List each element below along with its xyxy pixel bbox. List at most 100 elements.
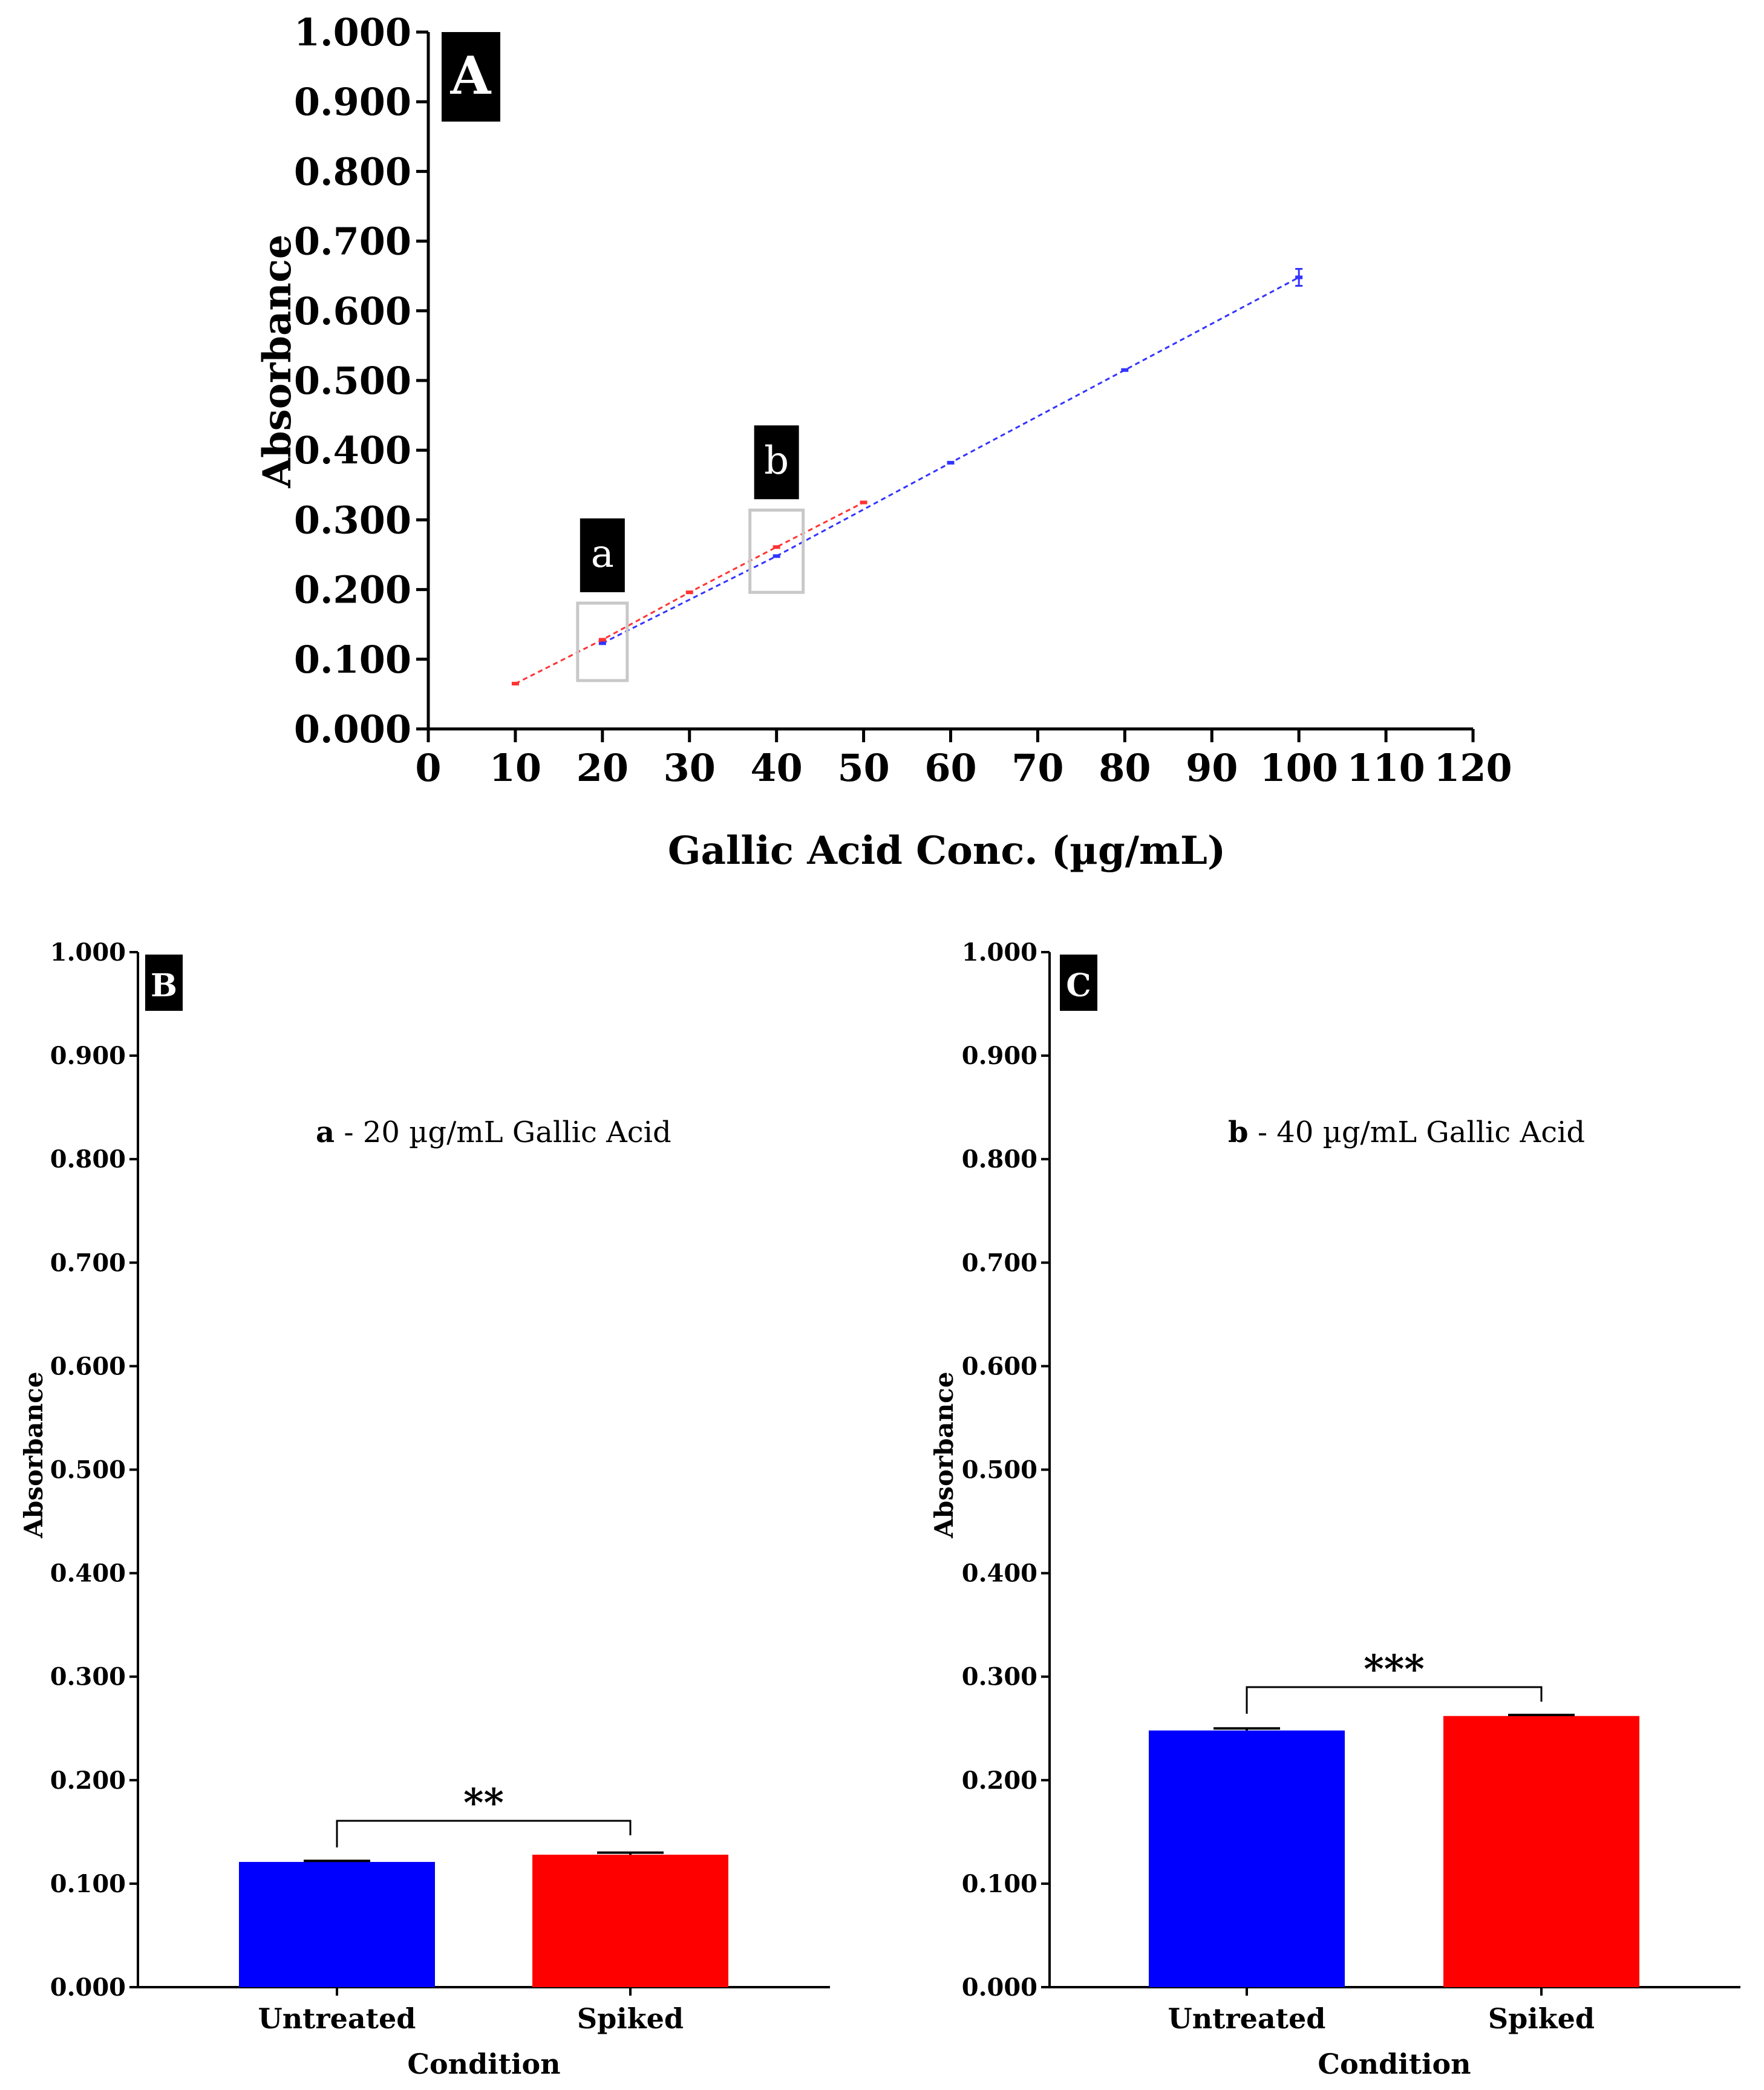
panel-b-y-axis-label: Absorbance [19,1371,48,1538]
panel-c-bars: Untreated Spiked *** [1149,1647,1639,2035]
panel-c-badge-label: C [1066,967,1091,1004]
panel-b-bars: Untreated Spiked ** [239,1780,728,2035]
panel-a-line-chart: A 0.000 0.100 0.200 0.300 0.400 0.500 0.600 0.7… [255,10,1512,874]
panel-b-y-tick-label: 0.700 [50,1249,126,1277]
panel-c-y-tick-label: 0.500 [962,1456,1037,1484]
panel-a-x-tick-label: 70 [1011,746,1063,790]
panel-a-series-blue-point [598,641,606,645]
panel-a-y-tick-label: 0.000 [294,707,411,751]
panel-b-y-tick-label: 0.800 [50,1145,126,1174]
panel-a-x-tick-label: 120 [1434,746,1512,790]
panel-c-y-tick-label: 0.100 [962,1870,1037,1898]
panel-c-y-tick-label: 0.400 [962,1559,1037,1588]
panel-a-series-red-point [860,500,867,505]
panel-c-x-tick-label: Untreated [1168,2002,1326,2035]
panel-a-series-blue-point [947,460,955,465]
panel-a-y-tick-label: 0.200 [294,568,411,612]
panel-b-significance-bracket [336,1820,632,1847]
panel-a-y-tick-label: 0.900 [294,80,411,124]
panel-b-x-axis-label: Condition [407,2048,560,2080]
panel-b-y-tick-label: 0.300 [50,1663,126,1691]
panel-a-series-blue-point [1121,368,1129,372]
panel-a-series-red-point [685,590,693,595]
panel-a-x-tick-label: 60 [924,746,976,790]
panel-c-y-tick-label: 0.900 [962,1042,1037,1070]
panel-a-y-tick-label: 0.100 [294,638,411,682]
panel-a-annotation-label-a: a [591,532,614,576]
panel-c-bar-chart: 0.000 0.100 0.200 0.300 0.400 0.500 0.600 0.700… [929,938,1740,2080]
panel-a-series-red-point [511,682,519,686]
panel-c-error-bar [1214,1727,1280,1731]
panel-c-title-text: - 40 µg/mL Gallic Acid [1249,1115,1586,1149]
panel-c-y-tick-label: 1.000 [962,938,1037,967]
panel-c-x-axis-label: Condition [1318,2048,1471,2080]
panel-a-y-axis-label: Absorbance [255,234,300,488]
panel-a-y-tick-label: 0.300 [294,498,411,542]
panel-c-significance-stars: *** [1364,1647,1424,1692]
panel-b-title: a - 20 µg/mL Gallic Acid [316,1115,671,1149]
panel-a-x-tick-label: 90 [1186,746,1238,790]
panel-a-series-blue-point [773,554,780,558]
panel-b-axes: 0.000 0.100 0.200 0.300 0.400 0.500 0.600 0.700… [50,938,830,2002]
panel-b-y-tick-label: 0.900 [50,1042,126,1070]
panel-c-y-tick-label: 0.700 [962,1249,1037,1277]
panel-a-highlight-box-a [576,601,629,682]
panel-a-badge-label: A [450,45,492,106]
panel-c-y-tick-label: 0.000 [962,1973,1037,2002]
panel-c-error-bar [1508,1714,1575,1717]
panel-a-x-tick-label: 0 [415,746,441,790]
panel-a-y-tick-label: 0.500 [294,359,411,403]
panel-a-series [511,268,1303,686]
panel-b-y-tick-label: 1.000 [50,938,126,967]
panel-a-series-blue-line [602,276,1299,644]
panel-a-y-tick-label: 0.800 [294,149,411,194]
panel-a-y-tick-label: 0.400 [294,428,411,472]
panel-a-x-tick-label: 30 [664,746,716,790]
panel-b-error-bar [304,1860,370,1863]
panel-a-y-tick-label: 0.600 [294,289,411,333]
panel-a-series-red-point [773,545,780,549]
panel-a-x-tick-label: 110 [1347,746,1425,790]
panel-c-y-tick-label: 0.200 [962,1766,1037,1795]
panel-c-x-tick-label: Spiked [1488,2002,1595,2035]
panel-c-title: b - 40 µg/mL Gallic Acid [1228,1115,1585,1149]
panel-a-annotation-badge-a [580,518,625,592]
panel-a-x-tick-label: 40 [751,746,803,790]
panel-b-significance-stars: ** [463,1780,504,1826]
panel-a-axes: 0.000 0.100 0.200 0.300 0.400 0.500 0.600 0.700… [294,10,1512,790]
panel-b-badge [145,955,183,1011]
panel-b-bar-spiked [532,1854,728,1987]
panel-b-badge-label: B [151,967,177,1004]
panel-c-bar-untreated [1149,1730,1345,1987]
panel-c-y-tick-label: 0.800 [962,1145,1037,1174]
panel-a-annotations: ab [576,425,805,682]
panel-b-bar-chart: 0.000 0.100 0.200 0.300 0.400 0.500 0.600 0.700… [19,938,830,2080]
panel-b-y-tick-label: 0.400 [50,1559,126,1588]
panel-a-x-axis-label: Gallic Acid Conc. (µg/mL) [668,828,1226,874]
panel-a-annotation-badge-b [754,425,799,500]
panel-a-series-red-point [598,638,606,642]
panel-a-x-tick-label: 10 [489,746,541,790]
panel-b-x-tick-label: Spiked [577,2002,684,2035]
panel-a-highlight-box-b [748,508,805,594]
panel-c-y-tick-label: 0.300 [962,1663,1037,1691]
panel-b-error-bar [597,1851,664,1855]
panel-b-y-tick-label: 0.200 [50,1766,126,1795]
panel-c-significance-bracket [1246,1686,1543,1714]
panel-c-y-tick-label: 0.600 [962,1352,1037,1380]
panel-a-x-tick-label: 50 [837,746,889,790]
panel-b-y-tick-label: 0.600 [50,1352,126,1380]
panel-b-bar-untreated [239,1861,435,1987]
panel-c-badge [1060,955,1097,1011]
panel-c-bar-spiked [1443,1716,1639,1987]
panel-b-title-text: - 20 µg/mL Gallic Acid [335,1115,671,1149]
panel-a-error-bar [1295,268,1303,287]
panel-b-y-tick-label: 0.100 [50,1870,126,1898]
panel-a-badge [442,32,500,122]
panel-a-y-tick-label: 1.000 [294,10,411,54]
panel-a-y-tick-label: 0.700 [294,220,411,264]
panel-b-x-tick-label: Untreated [258,2002,416,2035]
panel-c-y-axis-label: Absorbance [929,1371,959,1538]
panel-a-annotation-label-b: b [764,439,789,483]
